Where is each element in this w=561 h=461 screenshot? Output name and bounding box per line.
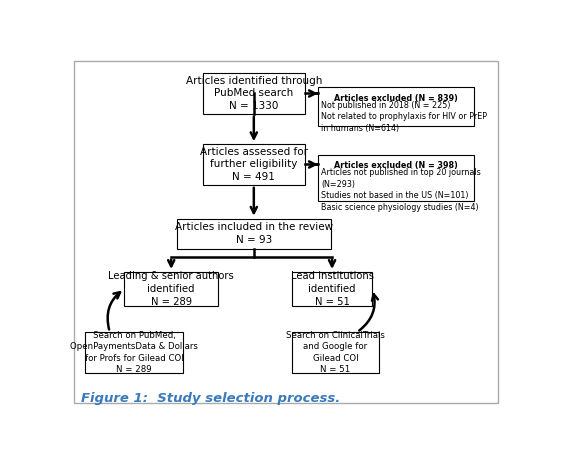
FancyBboxPatch shape	[85, 332, 183, 373]
FancyBboxPatch shape	[177, 219, 331, 249]
FancyBboxPatch shape	[75, 61, 498, 403]
FancyBboxPatch shape	[125, 272, 218, 306]
Text: Articles included in the review
N = 93: Articles included in the review N = 93	[175, 222, 333, 245]
Text: Articles excluded (N = 839): Articles excluded (N = 839)	[334, 94, 458, 103]
Text: Lead institutions
identified
N = 51: Lead institutions identified N = 51	[291, 271, 374, 307]
Text: Articles not published in top 20 journals
(N=293)
Studies not based in the US (N: Articles not published in top 20 journal…	[321, 168, 481, 212]
FancyBboxPatch shape	[318, 87, 475, 126]
FancyBboxPatch shape	[203, 73, 305, 114]
Text: Leading & senior authors
identified
N = 289: Leading & senior authors identified N = …	[108, 271, 234, 307]
FancyArrowPatch shape	[359, 294, 378, 331]
Text: Articles excluded (N = 398): Articles excluded (N = 398)	[334, 161, 458, 170]
Text: Articles identified through
PubMed search
N = 1330: Articles identified through PubMed searc…	[186, 76, 322, 111]
FancyBboxPatch shape	[292, 272, 373, 306]
Text: Search on ClinicalTrials
and Google for
Gilead COI
N = 51: Search on ClinicalTrials and Google for …	[286, 331, 385, 374]
Text: Search on PubMed,
OpenPaymentsData & Dollars
for Profs for Gilead COI
N = 289: Search on PubMed, OpenPaymentsData & Dol…	[70, 331, 198, 374]
FancyBboxPatch shape	[292, 332, 379, 373]
FancyArrowPatch shape	[108, 292, 120, 330]
Text: Figure 1:  Study selection process.: Figure 1: Study selection process.	[81, 392, 340, 405]
FancyBboxPatch shape	[203, 144, 305, 185]
FancyBboxPatch shape	[318, 155, 475, 201]
Text: Not published in 2018 (N = 225)
Not related to prophylaxis for HIV or PrEP
in hu: Not published in 2018 (N = 225) Not rela…	[321, 101, 488, 133]
Text: Articles assessed for
further eligibility
N = 491: Articles assessed for further eligibilit…	[200, 147, 308, 182]
